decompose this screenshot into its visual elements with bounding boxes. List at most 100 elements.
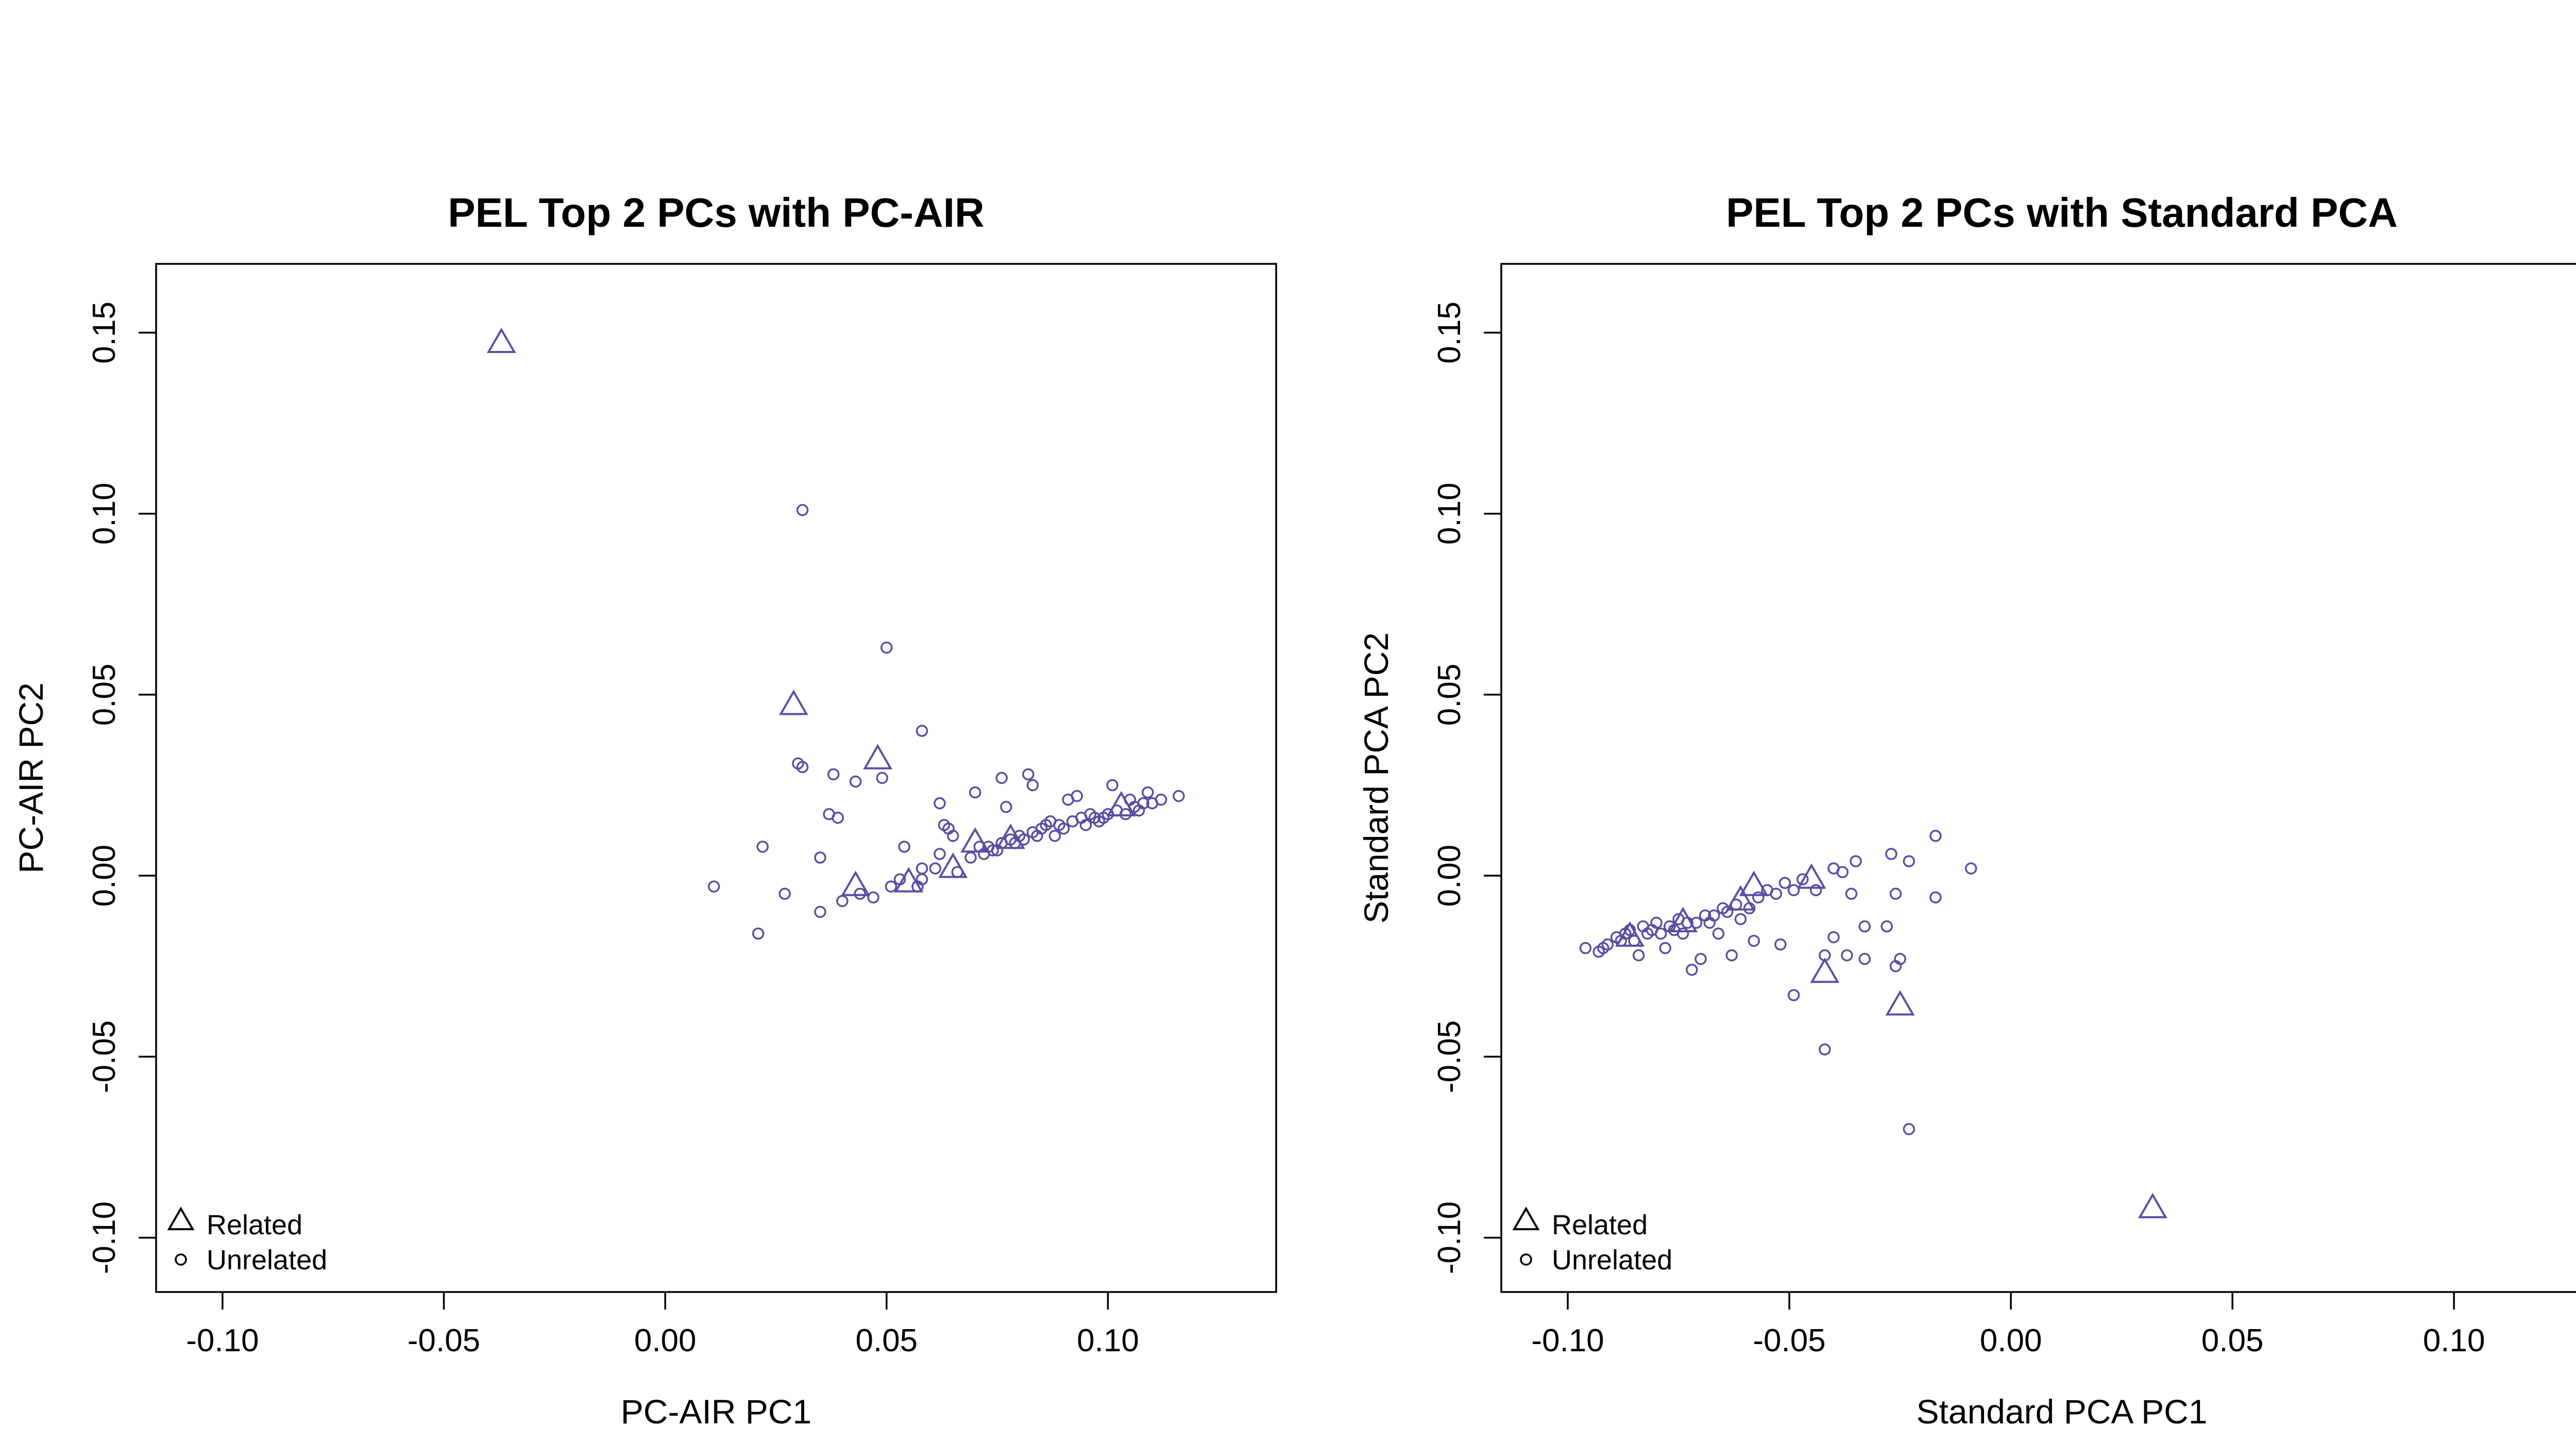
y-tick-label: 0.10 bbox=[1432, 482, 1467, 545]
chart-title: PEL Top 2 PCs with Standard PCA bbox=[1726, 190, 2398, 236]
unrelated-point bbox=[1022, 768, 1035, 781]
unrelated-point bbox=[836, 895, 849, 908]
x-axis-label: PC-AIR PC1 bbox=[621, 1392, 811, 1431]
y-axis-ticks: -0.10 -0.05 0.00 0.05 0.10 0.15 bbox=[1432, 301, 1501, 1274]
y-tick-label: -0.05 bbox=[1432, 1020, 1467, 1093]
unrelated-point bbox=[1142, 786, 1154, 799]
unrelated-point bbox=[1173, 790, 1185, 802]
related-point bbox=[778, 690, 808, 715]
unrelated-point bbox=[916, 725, 928, 737]
unrelated-point bbox=[814, 851, 826, 864]
unrelated-point bbox=[1841, 949, 1853, 962]
unrelated-point bbox=[951, 866, 964, 878]
unrelated-point bbox=[707, 880, 720, 893]
unrelated-point bbox=[1026, 779, 1039, 792]
unrelated-point bbox=[1712, 927, 1725, 940]
y-tick-label: -0.05 bbox=[87, 1020, 122, 1093]
unrelated-point bbox=[1079, 819, 1092, 831]
legend-label-unrelated: Unrelated bbox=[207, 1245, 327, 1276]
x-tick-label: -0.05 bbox=[408, 1323, 480, 1358]
related-point bbox=[1810, 957, 1840, 983]
chart-panel-standard-pca: PEL Top 2 PCs with Standard PCA -0.10 -0.… bbox=[1357, 190, 2576, 1431]
unrelated-point bbox=[1734, 913, 1747, 926]
unrelated-point bbox=[1903, 855, 1916, 867]
related-point bbox=[894, 867, 924, 893]
unrelated-point bbox=[1659, 942, 1671, 954]
unrelated-point bbox=[1929, 891, 1942, 904]
x-tick-label: 0.00 bbox=[634, 1323, 697, 1358]
x-axis-ticks: -0.10 -0.05 0.00 0.05 0.10 bbox=[1531, 1292, 2485, 1358]
unrelated-point bbox=[1787, 989, 1800, 1001]
unrelated-point bbox=[1730, 898, 1742, 911]
unrelated-point bbox=[778, 887, 791, 900]
unrelated-point bbox=[1797, 873, 1809, 885]
x-tick-label: 0.05 bbox=[855, 1323, 918, 1358]
legend: Related Unrelated bbox=[167, 1206, 327, 1276]
unrelated-point bbox=[969, 786, 981, 799]
unrelated-point bbox=[1827, 931, 1840, 944]
unrelated-point bbox=[1774, 938, 1787, 951]
unrelated-point bbox=[867, 891, 879, 904]
y-axis-label: Standard PCA PC2 bbox=[1357, 632, 1395, 924]
y-axis-ticks: -0.10 -0.05 0.00 0.05 0.10 0.15 bbox=[87, 301, 156, 1274]
unrelated-point bbox=[1725, 949, 1738, 962]
y-tick-label: -0.10 bbox=[87, 1201, 122, 1274]
unrelated-point bbox=[1664, 920, 1676, 933]
related-point bbox=[863, 744, 893, 769]
legend-marker-circle-icon bbox=[175, 1253, 187, 1266]
unrelated-point bbox=[796, 504, 809, 516]
related-point bbox=[1725, 885, 1755, 911]
unrelated-point bbox=[1787, 884, 1800, 897]
unrelated-point bbox=[827, 768, 840, 781]
x-axis-label: Standard PCA PC1 bbox=[1917, 1392, 2208, 1431]
unrelated-point bbox=[1717, 902, 1729, 915]
unrelated-point bbox=[1929, 830, 1942, 842]
plot-frame bbox=[155, 263, 1277, 1293]
legend-label-related: Related bbox=[1552, 1210, 1648, 1240]
x-tick-label: 0.05 bbox=[2201, 1323, 2264, 1358]
x-axis-ticks: -0.10 -0.05 0.00 0.05 0.10 bbox=[186, 1292, 1139, 1358]
unrelated-point bbox=[1137, 797, 1149, 810]
unrelated-point bbox=[946, 830, 959, 842]
unrelated-point bbox=[1592, 945, 1605, 958]
legend-marker-circle-icon bbox=[1520, 1253, 1532, 1266]
unrelated-point bbox=[1858, 920, 1871, 933]
y-tick-label: 0.05 bbox=[1432, 664, 1467, 726]
unrelated-point bbox=[987, 844, 999, 857]
unrelated-point bbox=[796, 761, 809, 774]
unrelated-point bbox=[1686, 964, 1698, 976]
unrelated-point bbox=[1057, 823, 1070, 835]
unrelated-point bbox=[1845, 887, 1858, 900]
related-point bbox=[1615, 921, 1645, 947]
unrelated-point bbox=[934, 797, 946, 810]
unrelated-point bbox=[854, 887, 867, 900]
unrelated-point bbox=[898, 841, 910, 853]
unrelated-point bbox=[1880, 920, 1893, 933]
unrelated-point bbox=[1761, 884, 1773, 897]
unrelated-point bbox=[1071, 790, 1083, 802]
y-axis-label: PC-AIR PC2 bbox=[12, 682, 50, 873]
related-point bbox=[938, 852, 968, 878]
legend-marker-triangle-icon bbox=[167, 1206, 195, 1231]
unrelated-point bbox=[1120, 808, 1132, 820]
unrelated-point bbox=[1637, 920, 1649, 933]
unrelated-point bbox=[964, 851, 977, 864]
unrelated-point bbox=[1699, 909, 1711, 922]
unrelated-point bbox=[1752, 891, 1765, 904]
related-point bbox=[1668, 907, 1698, 932]
unrelated-point bbox=[752, 927, 765, 940]
y-tick-label: 0.15 bbox=[1432, 301, 1467, 364]
y-tick-label: 0.05 bbox=[87, 664, 122, 726]
unrelated-point bbox=[916, 862, 928, 875]
unrelated-point bbox=[1819, 949, 1831, 962]
unrelated-point bbox=[1672, 913, 1685, 926]
unrelated-point bbox=[1000, 800, 1012, 813]
scatter-points bbox=[486, 327, 1185, 940]
unrelated-point bbox=[929, 862, 942, 875]
y-tick-label: -0.10 bbox=[1432, 1201, 1467, 1274]
unrelated-point bbox=[1964, 862, 1977, 875]
related-point bbox=[995, 824, 1025, 849]
unrelated-point bbox=[1903, 1123, 1916, 1135]
x-tick-label: -0.10 bbox=[186, 1323, 259, 1358]
legend-label-unrelated: Unrelated bbox=[1552, 1245, 1672, 1276]
